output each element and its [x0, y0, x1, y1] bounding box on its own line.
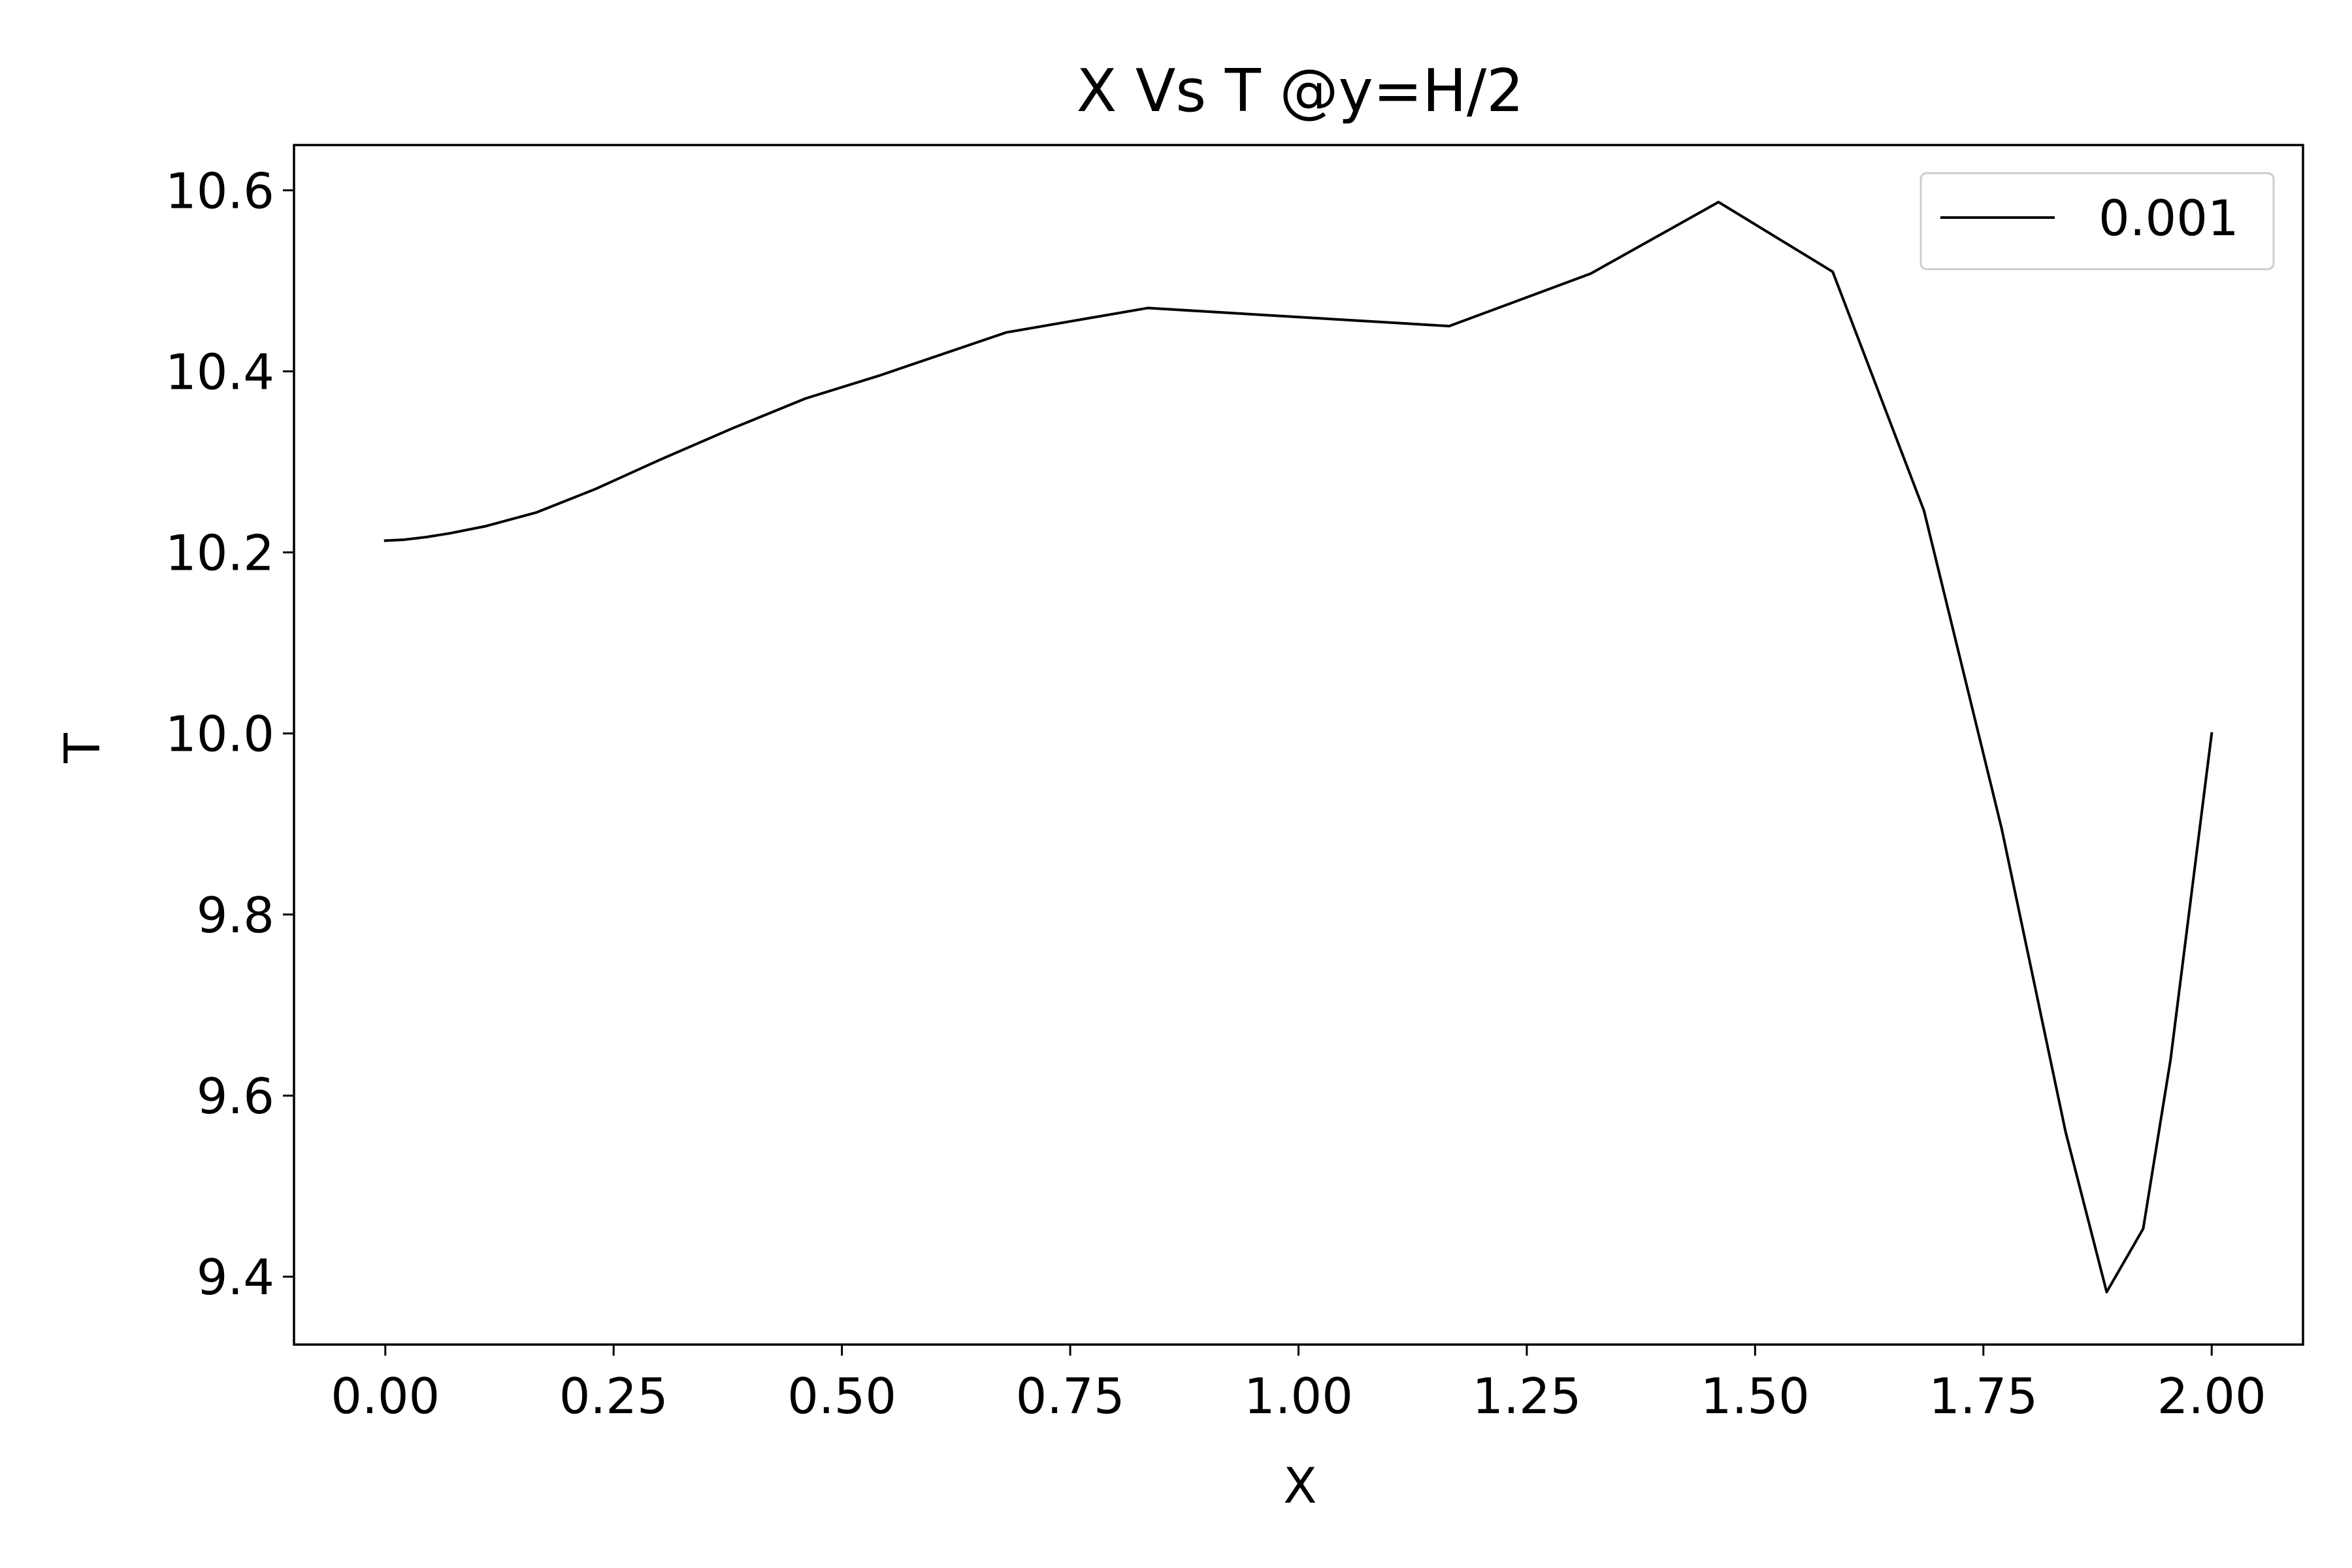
x-tick-label: 0.75 [1016, 1367, 1125, 1425]
y-tick-label: 10.2 [165, 525, 274, 582]
y-axis-label: T [54, 732, 111, 764]
y-tick-label: 10.0 [165, 706, 274, 763]
legend-box [1919, 172, 2275, 270]
axes-frame [293, 144, 2304, 1346]
y-tick-label: 10.4 [165, 343, 274, 400]
chart-title: X Vs T @y=H/2 [1077, 57, 1524, 125]
x-tick-label: 2.00 [2157, 1367, 2266, 1425]
x-tick-label: 1.00 [1244, 1367, 1353, 1425]
y-tick-label: 9.4 [197, 1249, 274, 1306]
x-tick-label: 1.75 [1929, 1367, 2038, 1425]
y-tick-label: 9.6 [197, 1068, 274, 1125]
x-tick-label: 0.00 [331, 1367, 440, 1425]
x-tick-label: 0.25 [559, 1367, 668, 1425]
ticks-layer: 0.00 0.25 0.50 0.75 1.00 1.25 1.50 1.75 2.00 9.4 9… [165, 162, 2266, 1425]
legend-label: 0.001 [2099, 189, 2239, 247]
y-tick-label: 10.6 [165, 162, 274, 220]
x-axis-label: X [1283, 1457, 1316, 1514]
x-tick-label: 1.25 [1472, 1367, 1581, 1425]
y-tick-label: 9.8 [197, 887, 274, 944]
legend: 0.001 [1919, 172, 2275, 270]
x-tick-label: 0.50 [787, 1367, 896, 1425]
x-tick-label: 1.50 [1701, 1367, 1810, 1425]
series-layer [384, 201, 2213, 1294]
series-line [384, 201, 2213, 1294]
